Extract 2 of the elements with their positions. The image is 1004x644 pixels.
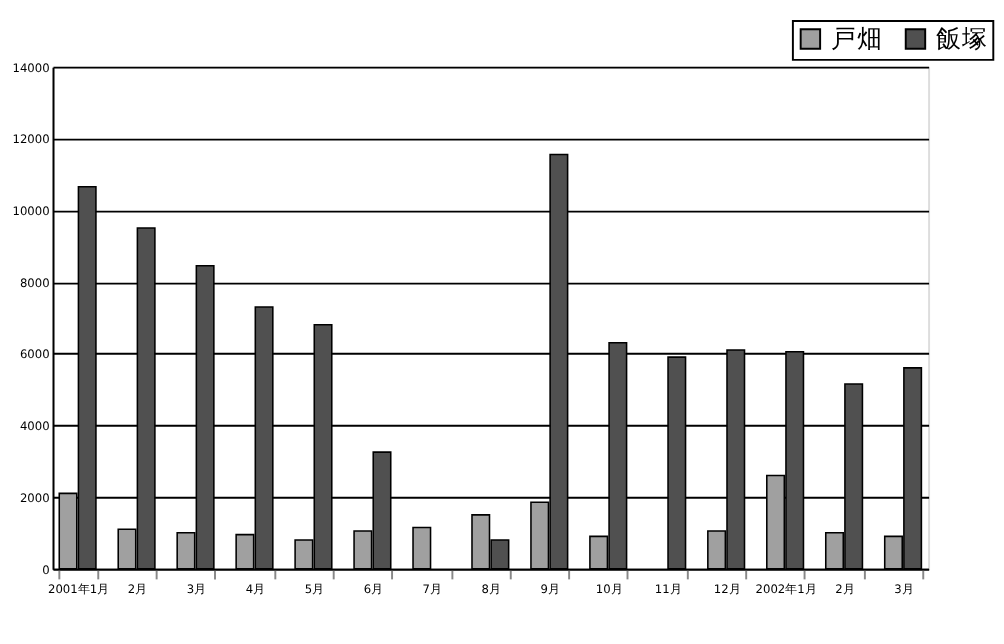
legend-label: 戸畑 [830,22,883,53]
legend-label: 飯塚 [935,22,988,53]
